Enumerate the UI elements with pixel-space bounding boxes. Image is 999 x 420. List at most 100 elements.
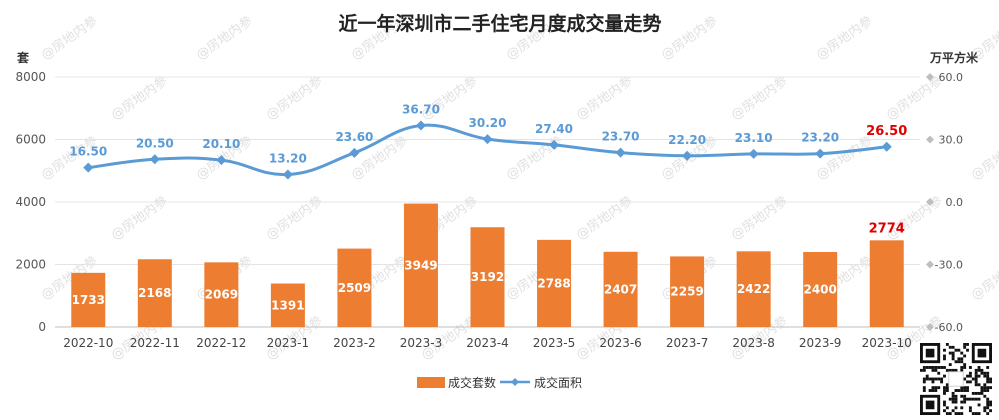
qr-module bbox=[948, 345, 952, 349]
qr-module bbox=[986, 403, 990, 407]
line-marker bbox=[549, 139, 560, 150]
qr-module bbox=[977, 412, 981, 415]
x-tick-label: 2023-8 bbox=[732, 336, 775, 350]
x-tick-label: 2023-7 bbox=[666, 336, 709, 350]
qr-finder-inner bbox=[925, 348, 935, 358]
watermark-text: @房地内参 bbox=[38, 13, 100, 63]
qr-module bbox=[968, 380, 972, 384]
right-tick-label: 30.0 bbox=[939, 134, 964, 147]
watermark-text: @房地内参 bbox=[263, 73, 325, 123]
bar bbox=[869, 240, 904, 327]
qr-logo bbox=[948, 371, 964, 387]
legend: 成交套数 成交面积 bbox=[417, 375, 582, 390]
qr-module bbox=[937, 377, 941, 381]
qr-module bbox=[986, 386, 990, 390]
qr-module bbox=[960, 366, 964, 369]
qr-module bbox=[920, 368, 923, 372]
qr-module bbox=[945, 343, 949, 346]
qr-module bbox=[937, 386, 941, 390]
qr-module bbox=[943, 403, 946, 407]
bar bbox=[337, 248, 372, 327]
qr-module bbox=[986, 377, 990, 381]
qr-module bbox=[948, 351, 952, 355]
qr-module bbox=[945, 368, 949, 372]
qr-module bbox=[945, 406, 949, 410]
qr-module bbox=[951, 409, 955, 413]
qr-module bbox=[971, 391, 975, 395]
left-tick-label: 8000 bbox=[15, 70, 46, 84]
line-value-label: 13.20 bbox=[269, 152, 307, 166]
qr-module bbox=[986, 380, 990, 384]
qr-module bbox=[922, 380, 926, 384]
qr-module bbox=[983, 394, 987, 398]
bar bbox=[470, 227, 505, 327]
qr-module bbox=[980, 386, 984, 390]
qr-code-graphic bbox=[920, 343, 992, 415]
qr-module bbox=[986, 374, 990, 378]
qr-module bbox=[948, 368, 952, 372]
qr-module bbox=[951, 397, 955, 401]
qr-module bbox=[943, 374, 946, 378]
qr-module bbox=[966, 348, 969, 352]
qr-module bbox=[963, 386, 967, 390]
qr-module bbox=[980, 391, 984, 395]
qr-module bbox=[943, 366, 946, 369]
qr-module bbox=[960, 412, 964, 415]
watermark-text: @房地内参 bbox=[573, 193, 635, 243]
qr-module bbox=[943, 400, 946, 404]
qr-module bbox=[960, 400, 964, 404]
x-tick-label: 2023-2 bbox=[333, 336, 376, 350]
watermark-text: @房地内参 bbox=[658, 13, 720, 63]
qr-module bbox=[963, 397, 967, 401]
qr-module bbox=[974, 371, 978, 375]
qr-module bbox=[977, 366, 981, 369]
qr-module bbox=[980, 371, 984, 375]
qr-module bbox=[951, 351, 955, 355]
bar bbox=[71, 272, 106, 327]
bar-value-label: 2259 bbox=[670, 285, 703, 299]
line-value-label: 20.50 bbox=[136, 136, 174, 150]
chart-title: 近一年深圳市二手住宅月度成交量走势 bbox=[338, 12, 661, 35]
qr-module bbox=[960, 368, 964, 372]
qr-module bbox=[951, 368, 955, 372]
line-value-label: 23.10 bbox=[735, 131, 773, 145]
line-marker bbox=[682, 150, 693, 161]
qr-module bbox=[954, 406, 958, 410]
bar-value-label: 3192 bbox=[471, 270, 504, 284]
line-marker bbox=[349, 147, 360, 158]
watermark-text: @房地内参 bbox=[968, 253, 999, 303]
qr-module bbox=[960, 389, 964, 392]
qr-module bbox=[951, 345, 955, 349]
qr-module bbox=[974, 380, 978, 384]
line-value-label: 23.70 bbox=[602, 130, 640, 144]
qr-module bbox=[977, 374, 981, 378]
x-tick-label: 2022-12 bbox=[196, 336, 246, 350]
watermark-layer: @房地内参 @房地内参 @房地内参 @房地内参 @房地内参 @房地内参 @房地内参@房地内参… bbox=[38, 13, 999, 363]
line-marker bbox=[216, 155, 227, 166]
qr-module bbox=[957, 348, 961, 352]
qr-module bbox=[983, 406, 987, 410]
line-value-label: 20.10 bbox=[202, 137, 240, 151]
left-tick-label: 0 bbox=[38, 320, 46, 334]
right-tick-label: 0.0 bbox=[946, 196, 964, 209]
qr-module bbox=[934, 386, 938, 390]
qr-module bbox=[974, 368, 978, 372]
line-value-label: 23.20 bbox=[801, 131, 839, 145]
qr-code bbox=[918, 343, 994, 415]
line-value-label: 22.20 bbox=[668, 133, 706, 147]
qr-module bbox=[922, 368, 926, 372]
qr-module bbox=[983, 371, 987, 375]
qr-module bbox=[974, 412, 978, 415]
qr-module bbox=[986, 389, 990, 392]
line-marker bbox=[615, 147, 626, 158]
bar-value-label: 2407 bbox=[604, 282, 637, 296]
qr-module bbox=[968, 374, 972, 378]
bar bbox=[803, 252, 838, 327]
bar-value-label: 3949 bbox=[404, 258, 437, 272]
bar-value-label: 2422 bbox=[737, 282, 770, 296]
line-value-label: 30.20 bbox=[469, 116, 507, 130]
x-tick-label: 2023-1 bbox=[267, 336, 310, 350]
qr-module bbox=[945, 389, 949, 392]
left-axis: 0 2000 4000 6000 8000 bbox=[15, 70, 46, 334]
